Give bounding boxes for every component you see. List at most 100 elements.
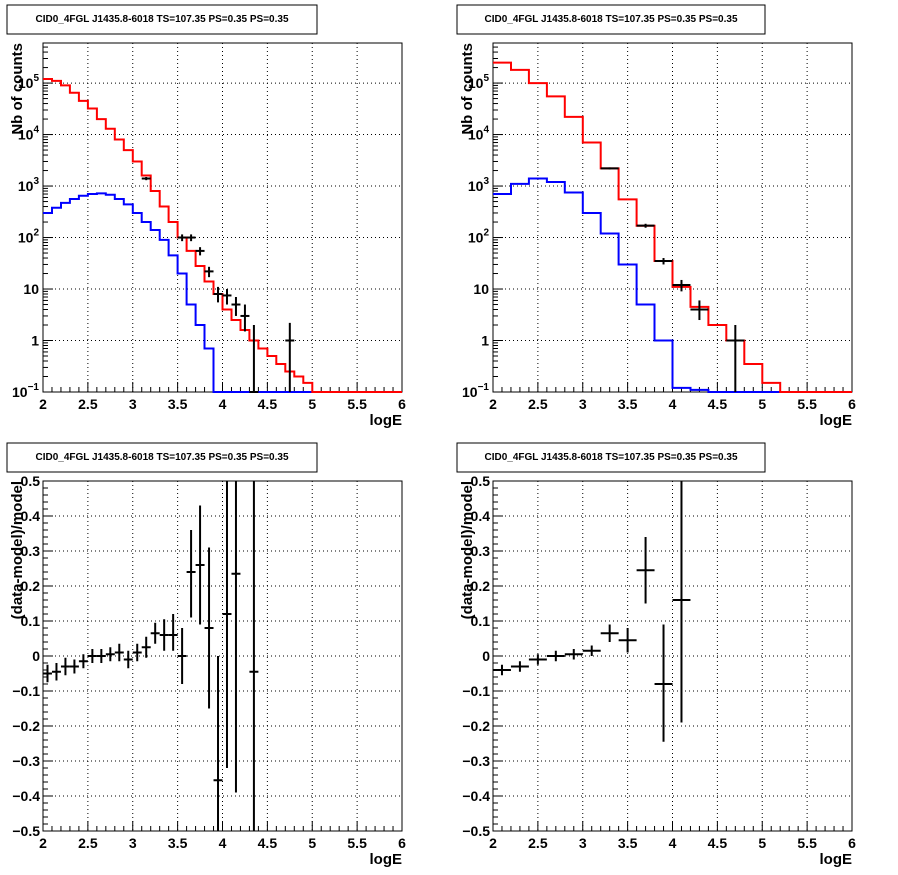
data-point (528, 654, 547, 665)
x-tick-label: 5.5 (797, 835, 817, 851)
data-point (114, 643, 124, 662)
data-point (150, 622, 160, 644)
y-tick-label: 1 (481, 333, 489, 349)
y-tick-label: 104 (18, 125, 40, 143)
y-tick-label: −0.1 (12, 683, 40, 699)
y-tick-label: 105 (468, 73, 490, 91)
chart-title: CID0_4FGL J1435.8-6018 TS=107.35 PS=0.35… (35, 452, 288, 463)
y-tick-label: −0.5 (12, 823, 40, 839)
x-tick-label: 4.5 (258, 396, 278, 412)
data-point (213, 656, 223, 831)
y-tick-label: 0.4 (21, 508, 41, 524)
x-tick-label: 4 (219, 835, 227, 851)
y-tick-label: −0.3 (12, 753, 40, 769)
axis-ticks (42, 480, 403, 832)
x-tick-label: 2 (489, 396, 497, 412)
x-tick-label: 4 (669, 396, 677, 412)
y-tick-label: 0.5 (21, 473, 41, 489)
y-tick-label: 10 (473, 281, 489, 297)
data-point (636, 537, 655, 604)
data-point (132, 643, 142, 662)
y-tick-label: 103 (468, 176, 490, 194)
x-tick-label: 5.5 (797, 396, 817, 412)
data-point (600, 624, 619, 642)
data-point (78, 654, 88, 669)
y-tick-label: 0.3 (21, 543, 41, 559)
x-tick-label: 2 (39, 396, 47, 412)
histogram-series-1 (493, 177, 852, 393)
chart-panel-4: CID0_4FGL J1435.8-6018 TS=107.35 PS=0.35… (456, 442, 856, 868)
y-tick-label: 104 (468, 125, 490, 143)
data-point (69, 659, 79, 674)
y-axis-title: (data-model)/model (459, 481, 476, 619)
x-axis-title: logE (370, 412, 403, 429)
x-tick-label: 4.5 (708, 396, 728, 412)
y-tick-label: 0.2 (21, 578, 41, 594)
y-tick-label: −0.5 (462, 823, 490, 839)
x-tick-label: 6 (848, 396, 856, 412)
data-point (96, 649, 106, 663)
x-tick-label: 3 (129, 396, 137, 412)
data-point (546, 650, 565, 662)
data-point (60, 657, 70, 676)
y-tick-label: −0.4 (12, 788, 40, 804)
x-tick-label: 2.5 (528, 396, 548, 412)
data-point (51, 663, 61, 681)
chart-title-box (6, 442, 318, 473)
data-point (105, 647, 115, 662)
data-point (285, 322, 295, 392)
y-tick-label: 10−1 (462, 382, 489, 400)
y-axis-title: (data-model)/model (9, 481, 26, 619)
x-tick-label: 4 (219, 396, 227, 412)
x-tick-label: 2.5 (78, 396, 98, 412)
data-point (249, 325, 259, 393)
y-tick-label: 0.4 (471, 508, 491, 524)
data-point (240, 304, 250, 332)
x-tick-label: 4.5 (258, 835, 278, 851)
chart-title: CID0_4FGL J1435.8-6018 TS=107.35 PS=0.35… (484, 14, 737, 25)
data-point (726, 325, 745, 392)
y-tick-label: 102 (468, 228, 490, 246)
data-point (222, 289, 232, 305)
data-point (582, 645, 601, 656)
y-tick-label: 0.1 (21, 613, 41, 629)
data-point (672, 279, 691, 292)
data-point (168, 614, 178, 651)
data-point (231, 296, 241, 316)
chart-panel-3: CID0_4FGL J1435.8-6018 TS=107.35 PS=0.35… (6, 442, 406, 868)
y-tick-label: 102 (18, 228, 40, 246)
chart-title: CID0_4FGL J1435.8-6018 TS=107.35 PS=0.35… (35, 14, 288, 25)
data-point (141, 176, 151, 181)
x-tick-label: 4.5 (708, 835, 728, 851)
data-point (510, 661, 529, 672)
data-point (186, 234, 196, 242)
y-tick-label: 0.1 (471, 613, 491, 629)
y-tick-label: −0.3 (462, 753, 490, 769)
x-tick-label: 3 (129, 835, 137, 851)
data-points (141, 176, 295, 393)
data-point (564, 649, 583, 660)
x-tick-label: 4 (669, 835, 677, 851)
y-tick-label: 0.3 (471, 543, 491, 559)
chart-title-box (6, 4, 318, 35)
x-tick-label: 2 (39, 835, 47, 851)
x-tick-label: 6 (398, 396, 406, 412)
y-tick-label: −0.1 (462, 683, 490, 699)
data-points (43, 481, 259, 831)
data-point (636, 223, 655, 228)
data-point (493, 664, 511, 676)
y-tick-label: 0.2 (471, 578, 491, 594)
x-tick-label: 3 (579, 835, 587, 851)
data-point (141, 636, 151, 658)
y-tick-label: −0.4 (462, 788, 490, 804)
data-point (672, 481, 691, 723)
x-axis-title: logE (820, 851, 853, 868)
x-tick-label: 3.5 (168, 396, 188, 412)
y-axis-title: Nb of counts (459, 43, 476, 135)
data-points (493, 481, 691, 742)
x-tick-label: 3.5 (618, 396, 638, 412)
data-point (159, 619, 169, 651)
data-point (213, 286, 223, 303)
y-tick-label: 0.5 (471, 473, 491, 489)
